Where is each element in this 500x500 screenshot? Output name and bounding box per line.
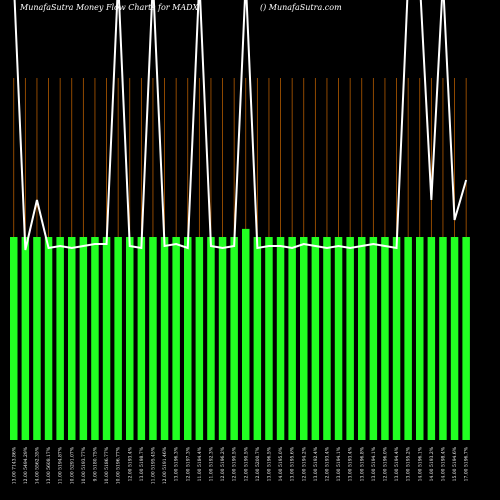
x-tick-label: 13.00 5195.6%	[290, 446, 296, 481]
bar	[462, 237, 470, 440]
x-tick-label: 12.00 5191.46%	[162, 446, 168, 484]
bar	[358, 237, 366, 440]
bar	[79, 237, 88, 440]
x-tick-label: 13.00 5198.7%	[139, 446, 145, 481]
x-tick-label: 14.00 5193.2%	[429, 446, 435, 481]
bar	[323, 237, 331, 440]
bar	[56, 237, 64, 440]
x-tick-label: 12.00 5194.2%	[301, 446, 307, 481]
x-tick-label: 9.00 5180.75%	[92, 446, 98, 481]
bar	[44, 237, 53, 440]
x-tick-label: 12.00 5196.0%	[382, 446, 388, 481]
x-tick-label: 12.00 5193.4%	[324, 446, 330, 481]
x-tick-label: 14.00 5562.35%	[34, 446, 40, 484]
bar	[33, 237, 41, 440]
x-tick-label: 17.00 5196.7%	[464, 446, 470, 481]
x-tick-label: 13.00 5195.2%	[406, 446, 412, 481]
x-tick-label: 13.00 5194.1%	[371, 446, 377, 481]
bar	[288, 237, 296, 440]
x-tick-label: 11.00 5194.87%	[58, 446, 64, 484]
bar	[195, 237, 204, 440]
bar	[334, 237, 343, 440]
bar	[230, 237, 238, 440]
bars	[10, 228, 470, 440]
x-tick-label: 14.00 5195.0%	[278, 446, 284, 481]
bar	[300, 237, 308, 440]
x-tick-label: 13.00 5193.4%	[348, 446, 354, 481]
x-tick-label: 12.00 5190.5%	[232, 446, 238, 481]
bar	[439, 237, 447, 440]
x-tick-label: 13.00 5194.1%	[336, 446, 342, 481]
x-tick-label: 11.00 5184.4%	[197, 446, 203, 481]
bar	[160, 237, 169, 440]
x-tick-label: 13.00 5196.3%	[174, 446, 180, 481]
bar	[114, 237, 122, 440]
labels: 13.00 7143.86% 12.00 5494.29% 14.00 5562.3…	[11, 446, 469, 484]
x-tick-label: 13.00 5192.4%	[313, 446, 319, 481]
x-tick-label: 10.00 5196.77%	[116, 446, 122, 484]
bar	[369, 237, 378, 440]
bar	[416, 237, 424, 440]
x-tick-label: 13.00 5608.17%	[46, 446, 52, 484]
bar	[265, 237, 273, 440]
bar	[392, 237, 401, 440]
bar	[149, 237, 157, 440]
bar	[68, 237, 76, 440]
x-tick-label: 12.00 5193.4%	[127, 446, 133, 481]
x-tick-label: 10.00 5186.77%	[104, 446, 110, 484]
bar	[253, 237, 262, 440]
chart-subtitle: () MunafaSutra.com	[260, 3, 342, 12]
x-tick-label: 12.00 5190.5%	[243, 446, 249, 481]
x-tick-label: 13.00 5196.5%	[266, 446, 272, 481]
bar	[404, 237, 412, 440]
x-tick-label: 14.00 5198.4%	[440, 446, 446, 481]
price-line	[13, 0, 468, 251]
bar	[427, 237, 436, 440]
x-tick-label: 13.00 5194.4%	[394, 446, 400, 481]
bar	[311, 237, 320, 440]
x-tick-label: 12.00 5196.2%	[220, 446, 226, 481]
x-tick-label: 12.00 5200.7%	[255, 446, 261, 481]
bar	[172, 237, 180, 440]
line-layer	[13, 0, 468, 251]
bar	[137, 237, 146, 440]
bar	[126, 237, 134, 440]
x-tick-label: 13.00 7143.86%	[11, 446, 17, 484]
x-tick-label: 11.00 5192.3%	[208, 446, 214, 481]
x-tick-label: 14.00 5196.1%	[417, 446, 423, 481]
bar	[242, 228, 250, 440]
x-tick-label: 10.00 5193.77%	[81, 446, 87, 484]
x-tick-label: 12.00 5494.29%	[23, 446, 29, 484]
chart-title: MunafaSutra Money Flow Charts for MADX	[19, 3, 199, 12]
bar	[346, 237, 354, 440]
x-tick-label: 15.00 5194.6%	[452, 446, 458, 481]
bar	[10, 237, 18, 440]
bar	[450, 237, 459, 440]
x-tick-label: 10.00 5291.07%	[69, 446, 75, 484]
bar	[21, 237, 30, 440]
bar	[102, 237, 111, 440]
x-tick-label: 11.00 5195.45%	[150, 446, 156, 484]
bar	[381, 237, 389, 440]
bar	[91, 237, 99, 440]
bar	[207, 237, 215, 440]
x-tick-label: 13.00 5196.8%	[359, 446, 365, 481]
bar	[218, 237, 227, 440]
bar	[184, 237, 192, 440]
x-tick-label: 12.00 5197.3%	[185, 446, 191, 481]
bar	[276, 237, 285, 440]
